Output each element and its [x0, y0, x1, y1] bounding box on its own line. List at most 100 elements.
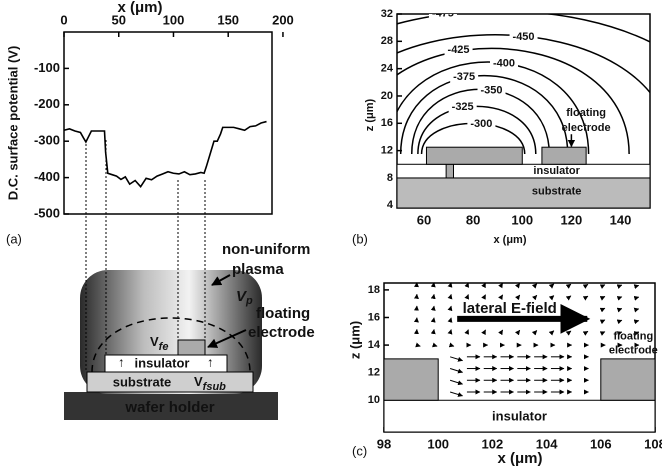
vector-arrow — [599, 331, 606, 336]
vector-arrow — [633, 331, 640, 336]
x-tick-label: 60 — [417, 212, 431, 227]
x-tick-label: 200 — [272, 12, 294, 27]
vector-arrow — [633, 284, 640, 290]
contour-label: -300 — [470, 118, 492, 130]
vfe: Vfe — [150, 334, 168, 352]
x-tick-label: 108 — [644, 436, 662, 451]
electrode-block — [177, 339, 206, 356]
y-tick-label: 12 — [381, 145, 393, 157]
electrode-label: floating — [566, 107, 606, 119]
pointer — [207, 329, 247, 348]
x-tick-label: 0 — [60, 12, 67, 27]
vector-arrow — [599, 296, 606, 301]
y-tick-label: 16 — [368, 311, 380, 323]
vector-arrow — [599, 284, 606, 289]
vector-arrow — [481, 294, 486, 300]
field-label: lateral E-field — [463, 300, 557, 317]
vector-arrow — [531, 283, 538, 289]
contour-line — [397, 61, 590, 155]
y-tick-label: -300 — [34, 133, 60, 148]
x-tick-label: 100 — [163, 12, 185, 27]
vector-arrow — [514, 282, 521, 289]
sheath — [91, 317, 251, 373]
vector-arrow — [616, 319, 623, 325]
panel-label: (b) — [352, 231, 368, 246]
vector-arrow — [449, 356, 464, 362]
vector-arrow — [447, 305, 453, 312]
vector-arrow — [565, 330, 572, 336]
vector-arrow — [447, 317, 453, 323]
y-tick-label: 8 — [387, 172, 393, 184]
x-tick-label: 150 — [217, 12, 239, 27]
vector-arrow — [633, 319, 640, 325]
contour-label: -400 — [493, 58, 515, 70]
vector-arrow — [616, 331, 623, 336]
vector-arrow — [430, 282, 436, 288]
vector-arrow — [464, 294, 470, 300]
sub: fsub — [203, 381, 227, 393]
diagram: ↑ ↑ insulator substrate Vfsub Vfe wafer … — [64, 140, 315, 420]
panel-label: (a) — [6, 231, 22, 246]
vector-arrow — [449, 391, 464, 397]
insulator-label: insulator — [492, 408, 547, 423]
vector-arrow — [447, 293, 453, 300]
v: V — [236, 288, 248, 305]
vector-arrow — [430, 329, 436, 335]
insulator-block — [104, 354, 228, 373]
vector-arrow — [582, 330, 589, 336]
vector-arrow — [514, 329, 521, 336]
y-tick-label: -400 — [34, 169, 60, 184]
vector-arrow — [481, 329, 486, 336]
y-axis-label: z (μm) — [347, 321, 362, 359]
holder-label: wafer holder — [124, 399, 214, 416]
y-tick-label: -100 — [34, 60, 60, 75]
vector-arrow — [447, 329, 453, 335]
vector-arrow — [582, 295, 589, 301]
x-tick-label: 98 — [377, 436, 391, 451]
insulator-label: insulator — [533, 165, 580, 177]
vector-arrow — [464, 282, 470, 288]
sub: fe — [159, 341, 169, 353]
floating-electrode — [541, 146, 587, 165]
vector-arrow — [447, 282, 453, 288]
electrode-label: electrode — [562, 122, 611, 134]
x-axis-label: x (μm) — [117, 0, 162, 16]
data-line — [63, 120, 267, 189]
vfsub: Vfsub — [194, 374, 226, 392]
guides — [85, 140, 206, 372]
vector-arrow — [498, 294, 504, 301]
vector-arrow — [514, 294, 521, 301]
contour-label: -375 — [453, 71, 475, 83]
x-tick-label: 100 — [427, 436, 449, 451]
y-tick-label: 10 — [368, 394, 380, 406]
vector-arrow — [633, 307, 640, 313]
vector-arrow — [415, 342, 421, 348]
arrow-up: ↑ — [207, 354, 214, 369]
electrode — [425, 146, 523, 165]
contour-line — [399, 74, 569, 155]
vector-arrow — [498, 282, 504, 289]
vector-arrow — [464, 329, 470, 335]
vector-arrow — [432, 342, 438, 348]
label-bg — [428, 14, 457, 20]
substrate-label: substrate — [532, 186, 582, 198]
y-axis-label: D.C. surface potential (V) — [5, 46, 20, 201]
vector-arrow — [616, 296, 623, 301]
y-tick-label: 18 — [368, 284, 380, 296]
vector-arrow — [430, 305, 436, 311]
x-tick-label: 80 — [466, 212, 480, 227]
wafer-holder — [64, 392, 278, 420]
insulator-band — [397, 163, 650, 179]
plot-frame — [63, 31, 273, 215]
label-bg — [450, 71, 479, 84]
substrate-label: substrate — [113, 374, 172, 389]
contour-label: -325 — [452, 101, 474, 113]
y-tick-label: 14 — [368, 339, 381, 351]
x-tick-label: 100 — [511, 212, 533, 227]
vector-arrow — [565, 283, 572, 289]
y-tick-label: -500 — [34, 205, 60, 220]
vector-arrow — [481, 282, 486, 289]
x-tick-label: 102 — [482, 436, 504, 451]
contour-line — [397, 47, 630, 155]
panel-label: (c) — [352, 443, 367, 458]
